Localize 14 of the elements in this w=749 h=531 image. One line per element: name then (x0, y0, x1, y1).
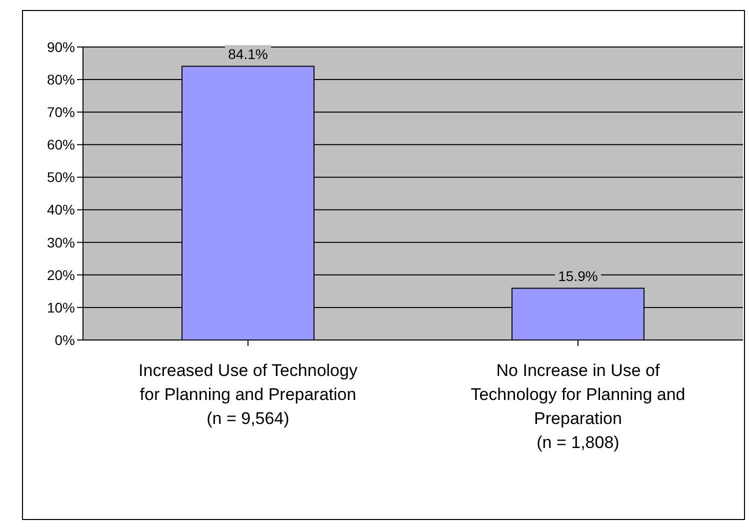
y-tick-label: 30% (46, 234, 75, 250)
y-tick-label: 90% (46, 38, 75, 55)
y-tick-label: 20% (46, 266, 75, 283)
data-label: 15.9% (558, 268, 598, 284)
y-tick-label: 50% (46, 169, 75, 186)
y-tick-label: 60% (46, 136, 75, 153)
data-label: 84.1% (228, 46, 268, 62)
y-tick-label: 80% (46, 72, 75, 88)
y-tick-label: 40% (46, 202, 75, 218)
y-tick-label: 70% (46, 104, 75, 120)
x-tick-label: No Increase in Use of Technology for Planning and Preparation (n = 1,808) (470, 361, 686, 452)
x-tick-label: Increased Use of Technology for Planning and Preparation (n = 9,564) (138, 361, 358, 428)
y-tick-label: 10% (46, 299, 75, 316)
y-tick-label: 0% (54, 332, 75, 348)
